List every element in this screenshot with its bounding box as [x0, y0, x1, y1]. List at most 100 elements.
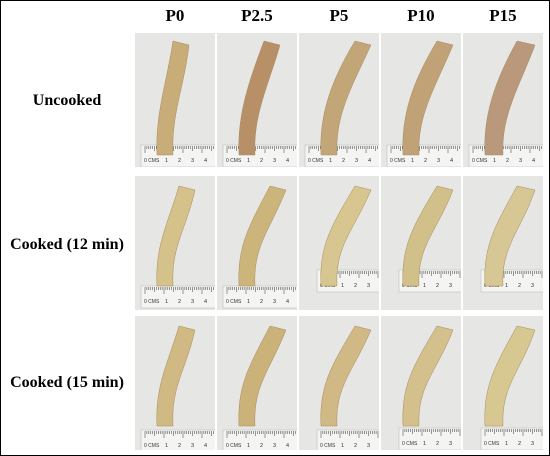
ruler-number: 3	[355, 158, 358, 164]
ruler-number: 2	[506, 158, 509, 164]
ruler-number: 3	[191, 299, 194, 305]
ruler-number: 4	[532, 158, 535, 164]
photo-cooked-15-p2-5: 0 CMS 1 2 3 4	[217, 316, 297, 450]
ruler-number: 4	[286, 299, 289, 305]
ruler: 0 CMS 1 2 3 4	[140, 429, 215, 450]
ruler-number: 3	[273, 158, 276, 164]
photo-uncooked-p5: 0 CMS 1 2 3 4	[299, 33, 379, 167]
ruler-number: 1	[247, 158, 250, 164]
column-header-p2-5: P2.5	[241, 6, 273, 25]
ruler-number: 1	[411, 158, 414, 164]
ruler-number: 1	[165, 158, 168, 164]
noodle-strip	[238, 185, 287, 287]
noodle-strip	[156, 185, 196, 287]
ruler-cms-label: 0 CMS	[472, 158, 488, 164]
ruler-number: 4	[204, 299, 207, 305]
noodle-strip	[402, 325, 454, 427]
ruler-number: 3	[449, 283, 452, 289]
ruler: 0 CMS 1 2 3 4	[222, 144, 297, 167]
ruler-number: 1	[423, 283, 426, 289]
ruler-number: 4	[368, 158, 371, 164]
ruler-number: 2	[518, 283, 521, 289]
ruler-number: 2	[178, 443, 181, 449]
ruler-number: 3	[531, 441, 534, 447]
ruler-number: 2	[354, 283, 357, 289]
photo-cooked-12-p2-5: 0 CMS 1 2 3 4	[217, 176, 297, 310]
ruler-number: 2	[424, 158, 427, 164]
ruler-number: 2	[178, 158, 181, 164]
noodle-strip	[156, 325, 196, 427]
noodle-strip	[484, 325, 536, 427]
ruler-cms-label: 0 CMS	[144, 443, 160, 449]
ruler-cms-label: 0 CMS	[484, 441, 500, 447]
ruler-number: 2	[436, 441, 439, 447]
ruler-number: 3	[273, 299, 276, 305]
ruler-number: 4	[450, 158, 453, 164]
ruler-number: 1	[505, 283, 508, 289]
ruler-number: 2	[260, 158, 263, 164]
ruler-number: 2	[436, 283, 439, 289]
column-header-p10: P10	[407, 6, 435, 25]
ruler-number: 1	[165, 443, 168, 449]
noodle-strip	[402, 185, 454, 287]
ruler-number: 1	[423, 441, 426, 447]
noodle-strip	[156, 40, 190, 156]
noodle-strip	[238, 325, 287, 427]
ruler-cms-label: 0 CMS	[320, 443, 336, 449]
noodle-strip	[320, 185, 372, 287]
ruler-cms-label: 0 CMS	[226, 158, 242, 164]
column-header-p15: P15	[489, 6, 517, 25]
ruler-number: 4	[286, 158, 289, 164]
photo-uncooked-p0: 0 CMS 1 2 3 4	[135, 33, 215, 167]
noodle-strip	[402, 40, 454, 156]
ruler-number: 3	[449, 441, 452, 447]
ruler-number: 2	[260, 299, 263, 305]
row-header-cooked-12: Cooked (12 min)	[10, 236, 124, 253]
ruler-number: 3	[367, 443, 370, 449]
column-header-p0: P0	[165, 6, 185, 25]
photo-cooked-15-p0: 0 CMS 1 2 3 4	[135, 316, 215, 450]
ruler-number: 3	[191, 443, 194, 449]
photo-cooked-12-p0: 0 CMS 1 2 3 4	[135, 176, 215, 310]
ruler-number: 3	[191, 158, 194, 164]
ruler-number: 2	[518, 441, 521, 447]
ruler-cms-label: 0 CMS	[390, 158, 406, 164]
noodle-strip	[320, 325, 372, 427]
photo-uncooked-p10: 0 CMS 1 2 3 4	[381, 33, 461, 167]
ruler-number: 1	[329, 158, 332, 164]
ruler-number: 4	[286, 443, 289, 449]
ruler-number: 2	[260, 443, 263, 449]
noodle-strip	[484, 40, 536, 156]
ruler-number: 1	[493, 158, 496, 164]
ruler-cms-label: 0 CMS	[144, 299, 160, 305]
photo-uncooked-p15: 0 CMS 1 2 3 4	[463, 33, 543, 167]
row-header-uncooked: Uncooked	[32, 92, 102, 109]
ruler-cms-label: 0 CMS	[144, 158, 160, 164]
ruler-number: 3	[273, 443, 276, 449]
noodle-strip	[238, 40, 281, 156]
ruler-number: 2	[178, 299, 181, 305]
ruler-number: 3	[367, 283, 370, 289]
ruler-number: 2	[342, 158, 345, 164]
noodle-strip	[484, 185, 536, 287]
ruler-number: 2	[354, 443, 357, 449]
ruler-number: 1	[505, 441, 508, 447]
ruler-number: 1	[341, 283, 344, 289]
ruler-number: 4	[204, 443, 207, 449]
row-header-cooked-15: Cooked (15 min)	[10, 374, 124, 391]
ruler-cms-label: 0 CMS	[402, 441, 418, 447]
ruler-number: 3	[437, 158, 440, 164]
column-header-p5: P5	[329, 6, 349, 25]
